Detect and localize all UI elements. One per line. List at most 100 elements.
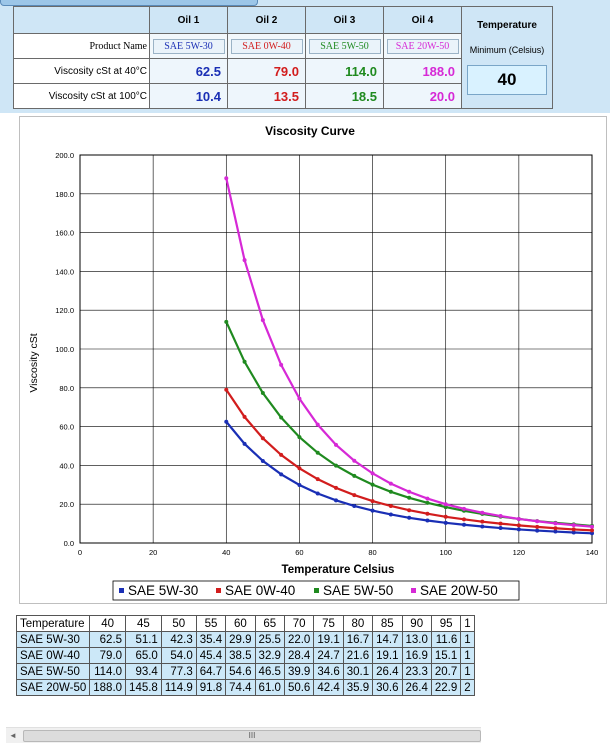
chart-series xyxy=(224,176,594,536)
data-point xyxy=(224,319,229,324)
data-point xyxy=(388,512,393,517)
y-tick-label: 120.0 xyxy=(55,306,74,315)
temperature-col-header: 60 xyxy=(225,615,256,632)
oil-1-name-cell: SAE 5W-30 xyxy=(149,33,228,59)
table-row: SAE 5W-30 62.5 51.1 42.3 35.4 29.9 25.5 22.0 19.… xyxy=(15,631,475,648)
table-cell: 62.5 xyxy=(89,631,127,648)
y-tick-label: 20.0 xyxy=(59,500,74,509)
table-cell: 79.0 xyxy=(89,647,127,664)
table-cell: 28.4 xyxy=(283,647,315,664)
data-point xyxy=(553,521,558,526)
table-cell: 42.4 xyxy=(313,679,344,696)
temperature-subtitle: Minimum (Celsius) xyxy=(469,45,545,55)
oil-4-name-input[interactable]: SAE 20W-50 xyxy=(386,38,459,54)
table-cell: 2 xyxy=(460,679,475,696)
table-cell: 65.0 xyxy=(125,647,162,664)
temperature-col-header: 40 xyxy=(89,615,127,632)
scroll-left-arrow-icon[interactable]: ◄ xyxy=(9,731,17,740)
oil-4-name-cell: SAE 20W-50 xyxy=(383,33,462,59)
horizontal-scrollbar[interactable]: ◄ III xyxy=(6,727,481,743)
scrollbar-thumb[interactable]: III xyxy=(23,730,481,742)
viscosity-chart: Viscosity Curve 0.0 20.0 40.0 60.0 80.0 100.0… xyxy=(19,116,607,604)
data-point xyxy=(260,458,265,463)
y-tick-label: 180.0 xyxy=(55,190,74,199)
table-cell: 25.5 xyxy=(254,631,285,648)
temperature-title: Temperature xyxy=(477,20,537,31)
x-tick-label: 40 xyxy=(222,548,230,557)
table-cell: 114.0 xyxy=(89,663,127,680)
oil-3-visc100-input[interactable]: 18.5 xyxy=(305,83,384,109)
chart-grid xyxy=(79,154,593,544)
legend-swatch xyxy=(216,588,221,593)
data-point xyxy=(498,526,503,531)
data-point xyxy=(425,518,430,523)
table-cell: 50.6 xyxy=(283,679,315,696)
data-point xyxy=(370,508,375,513)
data-point xyxy=(553,526,558,531)
data-point xyxy=(297,482,302,487)
data-point xyxy=(388,481,393,486)
table-cell: 19.1 xyxy=(372,647,403,664)
data-point xyxy=(535,519,540,524)
data-point xyxy=(279,472,284,477)
table-cell: 20.7 xyxy=(430,663,462,680)
viscosity-100-label: Viscosity cSt at 100°C xyxy=(13,83,150,109)
oil-2-visc100-input[interactable]: 13.5 xyxy=(227,83,306,109)
table-cell: 145.8 xyxy=(125,679,162,696)
data-point xyxy=(571,527,576,532)
oil-2-visc40-input[interactable]: 79.0 xyxy=(227,58,306,84)
data-point xyxy=(370,482,375,487)
data-point xyxy=(498,514,503,519)
table-cell: 74.4 xyxy=(225,679,256,696)
data-point xyxy=(590,528,594,533)
oil-3-name-input[interactable]: SAE 5W-50 xyxy=(308,38,381,54)
temperature-col-header: 50 xyxy=(160,615,197,632)
panel-tab[interactable] xyxy=(0,0,258,6)
table-cell: 77.3 xyxy=(160,663,197,680)
legend-swatch xyxy=(314,588,319,593)
data-point xyxy=(260,436,265,441)
chart-canvas: Viscosity Curve 0.0 20.0 40.0 60.0 80.0 100.0… xyxy=(28,124,599,601)
temperature-header: Temperature xyxy=(15,615,91,632)
x-tick-label: 140 xyxy=(586,548,599,557)
oil-3-visc40-input[interactable]: 114.0 xyxy=(305,58,384,84)
data-point xyxy=(260,318,265,323)
data-point xyxy=(370,471,375,476)
table-cell: 114.9 xyxy=(160,679,197,696)
min-temperature-input[interactable]: 40 xyxy=(467,65,547,95)
data-point xyxy=(315,422,320,427)
x-tick-label: 100 xyxy=(439,548,452,557)
table-cell: 1 xyxy=(460,631,475,648)
data-point xyxy=(535,528,540,533)
data-point xyxy=(480,524,485,529)
legend-swatch xyxy=(411,588,416,593)
y-tick-label: 100.0 xyxy=(55,345,74,354)
table-cell: 22.9 xyxy=(430,679,462,696)
oil-1-visc40-input[interactable]: 62.5 xyxy=(149,58,228,84)
data-point xyxy=(297,466,302,471)
product-name-label: Product Name xyxy=(13,33,150,59)
oil-4-visc40-input[interactable]: 188.0 xyxy=(383,58,462,84)
oil-1-visc100-input[interactable]: 10.4 xyxy=(149,83,228,109)
data-point xyxy=(242,258,247,263)
table-cell: 188.0 xyxy=(89,679,127,696)
table-cell: 54.0 xyxy=(160,647,197,664)
data-point xyxy=(590,531,594,536)
data-point xyxy=(279,415,284,420)
table-cell: 54.6 xyxy=(225,663,256,680)
x-tick-label: 0 xyxy=(78,548,82,557)
table-row: SAE 5W-50 114.0 93.4 77.3 64.7 54.6 46.5 39.9 34… xyxy=(15,663,475,680)
data-point xyxy=(425,496,430,501)
oil-1-name-input[interactable]: SAE 5W-30 xyxy=(152,38,225,54)
data-point xyxy=(388,489,393,494)
y-tick-label: 160.0 xyxy=(55,229,74,238)
x-tick-label: 80 xyxy=(368,548,376,557)
x-axis-label: Temperature Celsius xyxy=(282,564,395,576)
table-cell: 30.6 xyxy=(372,679,403,696)
oil-4-visc100-input[interactable]: 20.0 xyxy=(383,83,462,109)
data-point xyxy=(407,508,412,513)
input-panel: Oil 1 Oil 2 Oil 3 Oil 4 Temperature Mini… xyxy=(0,0,610,113)
table-cell: 19.1 xyxy=(313,631,344,648)
table-cell: 32.9 xyxy=(254,647,285,664)
oil-2-name-input[interactable]: SAE 0W-40 xyxy=(230,38,303,54)
